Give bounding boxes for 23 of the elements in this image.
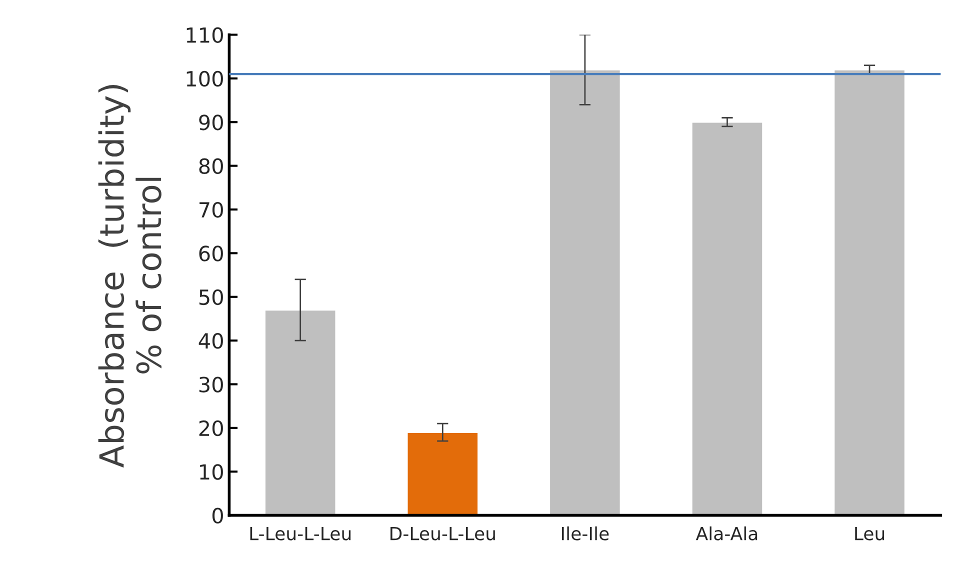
x-tick-label: L-Leu-L-Leu [250, 526, 351, 540]
bar [264, 309, 337, 516]
y-tick-label: 110 [186, 27, 223, 43]
y-tick-label: 20 [199, 420, 223, 436]
y-tick-label: 50 [199, 289, 223, 306]
bar [548, 68, 622, 516]
x-tick-label: D-Leu-L-Leu [390, 526, 495, 540]
bar [833, 68, 906, 516]
y-tick-label: 100 [186, 70, 223, 87]
y-axis-title: Absorbance (turbidity) % of control [98, 85, 162, 468]
y-tick-label: 10 [200, 464, 223, 480]
y-tick-label: 90 [199, 114, 223, 130]
bar [406, 432, 479, 516]
y-tick-label: 30 [199, 376, 223, 392]
x-tick-label: Ile-Ile [562, 526, 609, 540]
bar [690, 121, 764, 516]
y-tick-label: 40 [198, 333, 223, 349]
x-tick-label: Leu [855, 526, 884, 540]
y-tick-label: 80 [199, 158, 223, 174]
y-tick-label: 0 [212, 508, 223, 524]
y-tick-label: 70 [200, 202, 223, 218]
x-tick-label: Ala-Ala [696, 526, 758, 540]
y-tick-label: 60 [199, 246, 223, 262]
